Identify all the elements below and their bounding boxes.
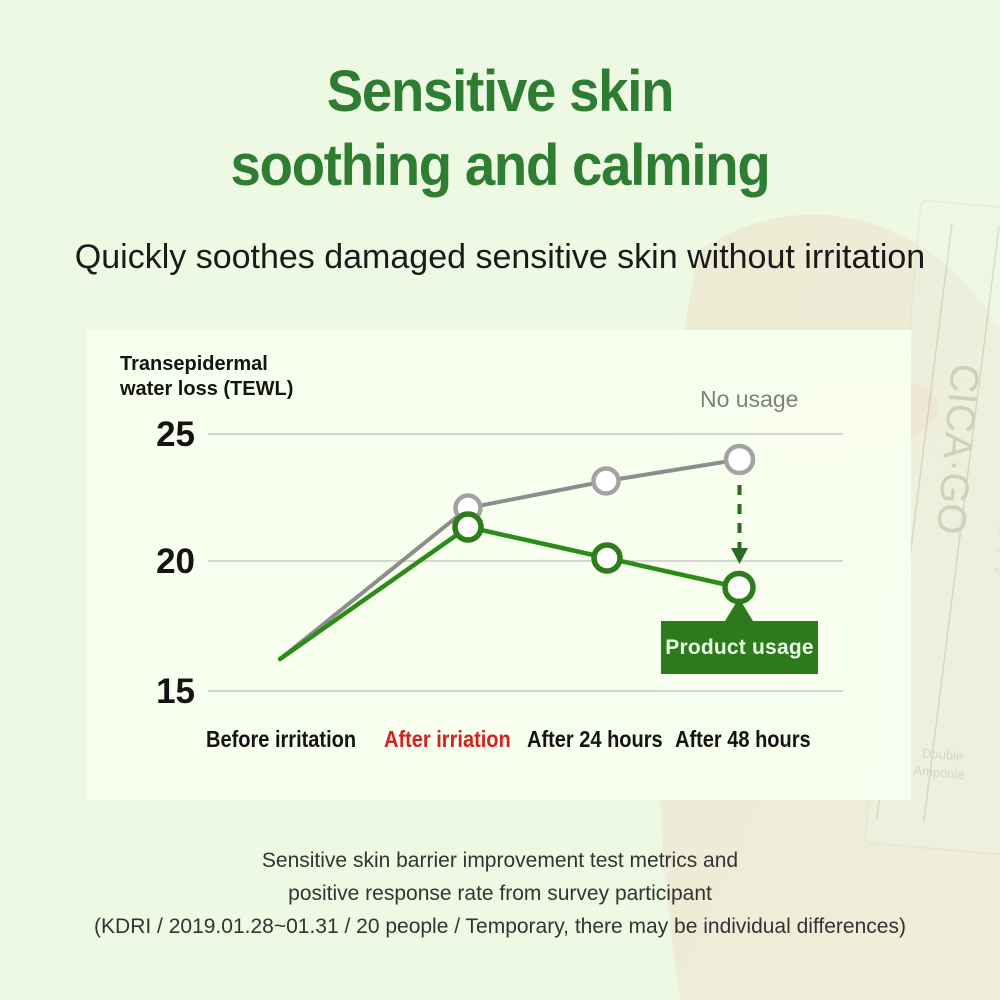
svg-text:25: 25 <box>156 415 195 454</box>
svg-text:15: 15 <box>156 672 195 711</box>
svg-text:20: 20 <box>156 542 195 581</box>
